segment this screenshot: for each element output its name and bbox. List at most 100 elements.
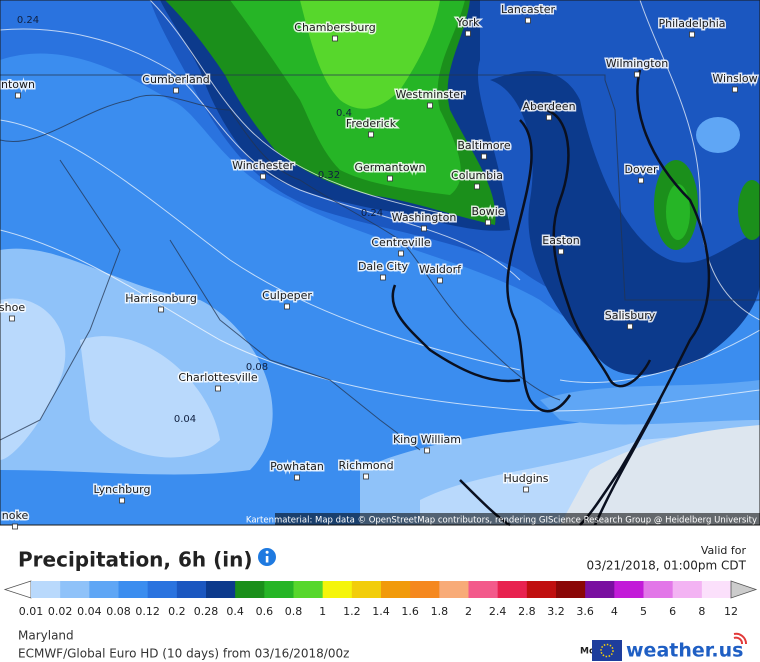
city-labels: Chambersburg York Lancaster Philadelphia Cum… bbox=[0, 2, 759, 530]
city-label: Dale City bbox=[358, 260, 409, 273]
precip-area bbox=[80, 336, 220, 458]
city-marker bbox=[158, 306, 164, 313]
city-marker bbox=[260, 173, 266, 180]
colorbar-label: 8 bbox=[698, 605, 705, 618]
city-marker bbox=[363, 473, 369, 480]
colorbar-swatch bbox=[351, 581, 382, 598]
city-label: Lynchburg bbox=[94, 483, 151, 496]
city-label: Lancaster bbox=[501, 3, 555, 16]
city-label: Columbia bbox=[451, 169, 503, 182]
city-label: ntown bbox=[1, 78, 35, 91]
colorbar-label: 1.4 bbox=[372, 605, 390, 618]
attribution-background bbox=[275, 513, 760, 525]
colorbar-swatch bbox=[118, 581, 149, 598]
city-marker bbox=[523, 486, 529, 493]
city-label: Westminster bbox=[395, 88, 465, 101]
city-label: Chambersburg bbox=[294, 21, 375, 34]
colorbar-swatch bbox=[31, 581, 61, 598]
colorbar-swatch bbox=[147, 581, 178, 598]
city-label: Philadelphia bbox=[658, 17, 725, 30]
city-marker bbox=[15, 92, 21, 99]
city-marker bbox=[284, 303, 290, 310]
city-label: Culpeper bbox=[262, 289, 312, 302]
city-marker bbox=[294, 474, 300, 481]
coastline bbox=[391, 69, 711, 527]
colorbar-label: 0.4 bbox=[226, 605, 244, 618]
city-label: Harrisonburg bbox=[125, 292, 197, 305]
colorbar-swatch bbox=[410, 581, 440, 598]
city-marker bbox=[485, 219, 491, 226]
bay-shore bbox=[506, 119, 572, 413]
city-marker bbox=[627, 323, 633, 330]
colorbar-swatch bbox=[497, 581, 528, 598]
colorbar-label: 2.4 bbox=[489, 605, 507, 618]
colorbar-label: 1.8 bbox=[431, 605, 449, 618]
map: Kartenmaterial: Map data © OpenStreetMap… bbox=[0, 0, 760, 530]
city-label: Winchester bbox=[232, 159, 294, 172]
colorbar-label: 1 bbox=[319, 605, 326, 618]
borders bbox=[0, 74, 760, 451]
city-marker bbox=[732, 86, 738, 93]
city-label: Germantown bbox=[354, 161, 425, 174]
colorbar-label: 0.28 bbox=[194, 605, 219, 618]
city-label: York bbox=[456, 16, 481, 29]
colorbar-swatch bbox=[468, 581, 499, 598]
isoline bbox=[149, 0, 451, 216]
city-marker bbox=[427, 102, 433, 109]
city-marker bbox=[437, 277, 443, 284]
coast bbox=[593, 399, 662, 526]
county-border bbox=[169, 239, 421, 451]
colorbar-label: 4 bbox=[611, 605, 618, 618]
city-marker bbox=[421, 225, 427, 232]
city-label: Bowie bbox=[471, 205, 504, 218]
precip-area bbox=[540, 380, 760, 425]
eu-stars bbox=[600, 643, 614, 658]
city-label: Wilmington bbox=[606, 57, 669, 70]
city-marker bbox=[558, 248, 564, 255]
city-label: Richmond bbox=[338, 459, 393, 472]
colorbar-label: 3.6 bbox=[576, 605, 594, 618]
state-border bbox=[0, 74, 760, 301]
colorbar-label: 2.8 bbox=[518, 605, 536, 618]
city-marker bbox=[634, 71, 640, 78]
colorbar-swatch bbox=[439, 581, 469, 598]
attribution: Kartenmaterial: Map data © OpenStreetMap… bbox=[246, 516, 757, 526]
precip-area bbox=[300, 0, 440, 109]
colorbar-swatch bbox=[701, 581, 732, 598]
logo-signal bbox=[733, 632, 748, 645]
city-label: Winslow bbox=[712, 72, 757, 85]
colorbar-label: 12 bbox=[724, 605, 738, 618]
precip-area bbox=[490, 71, 760, 375]
city-label: Hudgins bbox=[504, 472, 549, 485]
city-label: Powhatan bbox=[270, 460, 324, 473]
contour-label: 0.32 bbox=[318, 170, 340, 181]
colorbar-label: 0.02 bbox=[48, 605, 73, 618]
valid-time: 03/21/2018, 01:00pm CDT bbox=[587, 559, 747, 573]
colorbar-swatch bbox=[89, 581, 119, 598]
colorbar-swatch bbox=[235, 581, 265, 598]
legend: Precipitation, 6h (in) Valid for 03/21/2… bbox=[3, 544, 758, 618]
city-marker bbox=[465, 30, 471, 37]
isoline bbox=[0, 119, 521, 371]
isoline bbox=[639, 0, 760, 321]
city-marker bbox=[9, 315, 15, 322]
city-label: King William bbox=[393, 433, 461, 446]
city-label: Cumberland bbox=[142, 73, 209, 86]
colorbar-swatch bbox=[206, 581, 236, 598]
colorbar-swatch bbox=[672, 581, 703, 598]
colorbar-swatch bbox=[643, 581, 674, 598]
contour-label: 0.24 bbox=[17, 15, 39, 26]
city-label: Easton bbox=[542, 234, 579, 247]
contour-label: 0.08 bbox=[246, 362, 268, 373]
city-marker bbox=[689, 31, 695, 38]
contour-label: 0.24 bbox=[361, 208, 383, 219]
colorbar-label: 0.04 bbox=[77, 605, 102, 618]
city-label: Waldorf bbox=[419, 263, 462, 276]
city-label: Centreville bbox=[371, 236, 430, 249]
colorbar-label: 0.01 bbox=[19, 605, 44, 618]
city-marker bbox=[424, 447, 430, 454]
logo[interactable]: weather.us bbox=[626, 640, 743, 662]
precip-area bbox=[0, 298, 66, 460]
colorbar-swatch bbox=[526, 581, 557, 598]
colorbar-swatch bbox=[381, 581, 411, 598]
